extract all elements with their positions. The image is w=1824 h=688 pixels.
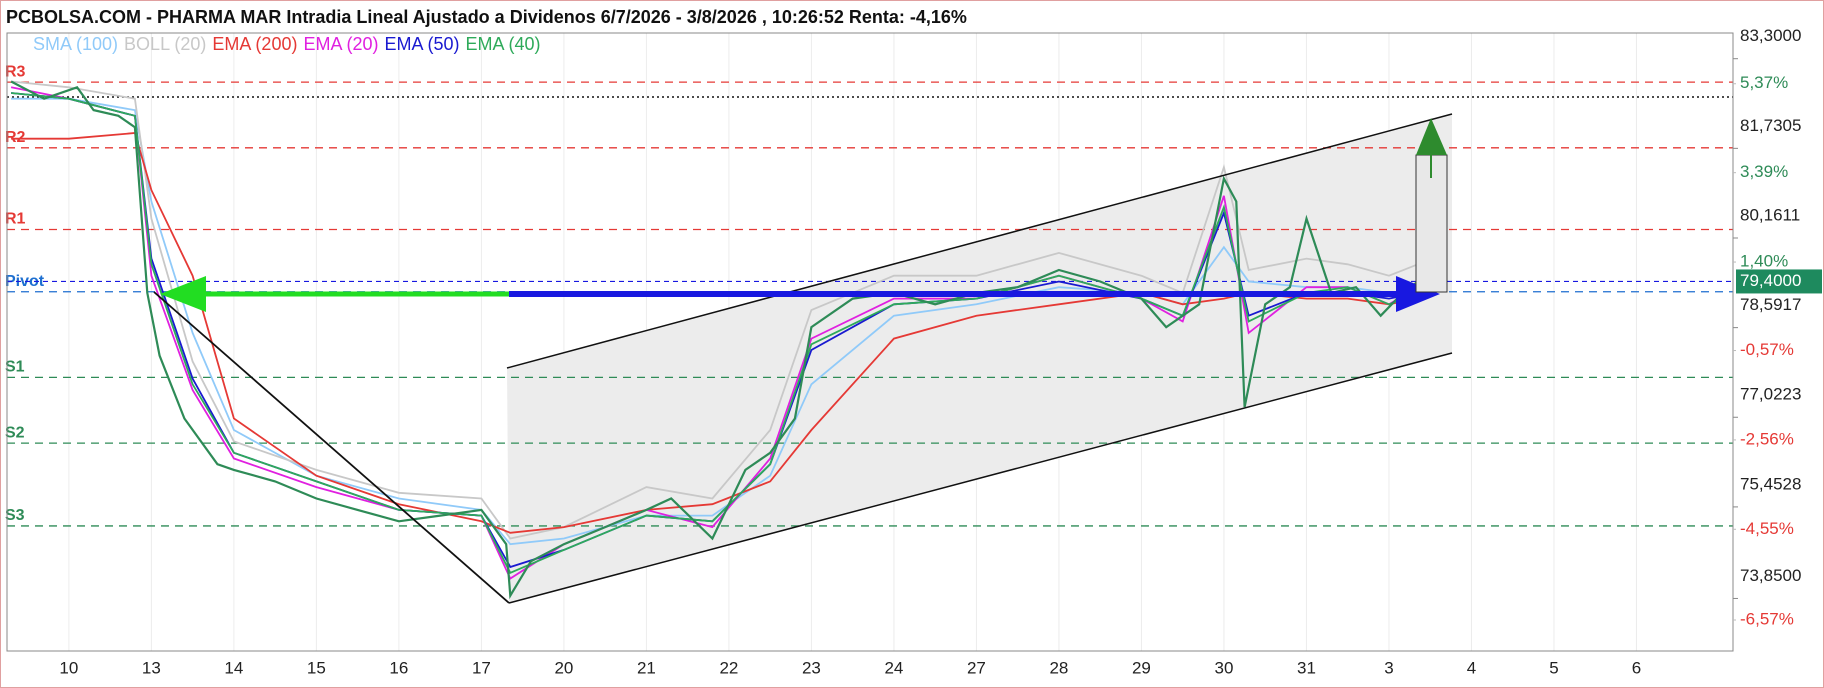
y-tick-label: 81,7305 (1740, 116, 1801, 135)
legend-entry: EMA (200) (212, 34, 297, 54)
trend-line (153, 291, 510, 604)
pivot-label: Pivot (5, 273, 45, 290)
legend-entry: BOLL (20) (124, 34, 206, 54)
y-tick-label: 73,8500 (1740, 566, 1801, 585)
x-tick-label: 13 (142, 658, 161, 677)
channel-upper (506, 113, 1453, 369)
y2-tick-label: -0,57% (1740, 340, 1794, 359)
axes-layer: 10 13 14 15 16 17 20 21 22 23 24 27 28 29 30 31 3 4 5 6 83,3… (33, 26, 1822, 677)
x-tick-label: 5 (1549, 658, 1558, 677)
pivot-label: R2 (5, 129, 26, 146)
legend-entry: EMA (50) (385, 34, 460, 54)
drawings (153, 113, 1453, 604)
price-line (10, 80, 1419, 600)
x-tick-label: 31 (1297, 658, 1316, 677)
green-arrow-head (160, 276, 206, 312)
y-tick-label: 80,1611 (1740, 205, 1800, 224)
x-tick-label: 29 (1132, 658, 1151, 677)
x-tick-label: 10 (59, 658, 78, 677)
y-tick-label: 83,3000 (1740, 26, 1801, 45)
y2-tick-label: 5,37% (1740, 73, 1788, 92)
x-tick-label: 16 (389, 658, 408, 677)
pivot-label: S2 (5, 424, 25, 441)
x-tick-label: 3 (1384, 658, 1393, 677)
indicator-line (11, 80, 1419, 540)
x-tick-label: 27 (967, 658, 986, 677)
y-tick-label: 75,4528 (1740, 474, 1801, 493)
chart-title: PCBOLSA.COM - PHARMA MAR Intradia Lineal… (6, 7, 967, 27)
y2-tick-label: 3,39% (1740, 162, 1788, 181)
x-tick-label: 4 (1467, 658, 1476, 677)
x-tick-label: 17 (472, 658, 491, 677)
y2-tick-label: 1,40% (1740, 252, 1788, 271)
channel-fill (507, 114, 1452, 603)
x-tick-label: 14 (224, 658, 243, 677)
channel-lower (508, 352, 1453, 604)
x-tick-label: 30 (1214, 658, 1233, 677)
plot-frame (6, 32, 1734, 652)
x-tick-label: 21 (637, 658, 656, 677)
pivot-label: S3 (5, 507, 25, 524)
y2-tick-label: -4,55% (1740, 519, 1794, 538)
legend-entry: EMA (20) (303, 34, 378, 54)
x-tick-label: 6 (1632, 658, 1641, 677)
up-arrow-head (1416, 118, 1447, 155)
lines-layer (10, 80, 1419, 600)
indicator-line (11, 92, 1419, 574)
y-tick-label: 77,0223 (1740, 385, 1801, 404)
pivot-label: R3 (5, 63, 26, 80)
y2-tick-label: -6,57% (1740, 609, 1794, 628)
pivot-label: S1 (5, 359, 25, 376)
current-price-box (1736, 269, 1822, 294)
x-tick-label: 20 (554, 658, 573, 677)
x-tick-label: 23 (802, 658, 821, 677)
x-tick-label: 28 (1049, 658, 1068, 677)
y-tick-label: 78,5917 (1740, 295, 1801, 314)
x-tick-label: 24 (884, 658, 903, 677)
blue-arrow-head (1396, 276, 1440, 312)
indicator-line (11, 97, 1418, 546)
legend-entry: SMA (100) (33, 34, 118, 54)
pivot-label: R1 (5, 211, 26, 228)
y2-tick-label: -2,56% (1740, 429, 1794, 448)
x-tick-label: 22 (719, 658, 738, 677)
legend-entry: EMA (40) (466, 34, 541, 54)
current-price-label: 79,4000 (1740, 271, 1801, 290)
x-tick-label: 15 (307, 658, 326, 677)
